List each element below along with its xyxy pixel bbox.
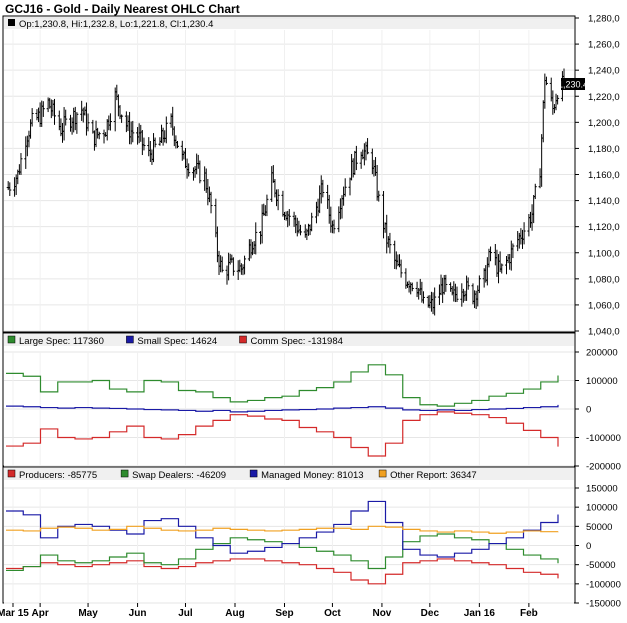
price-tick-label: 1,220,0 xyxy=(588,92,620,103)
price-legend-bar xyxy=(4,17,574,29)
cot-panel-2: Producers: -85775 Swap Dealers: -46209 Man… xyxy=(2,466,621,610)
price-panel: Op:1,230.8, Hi:1,232.8, Lo:1,221.8, Cl:1… xyxy=(2,14,620,338)
legend-swatch xyxy=(7,469,16,478)
price-tick-label: 1,180,0 xyxy=(588,144,620,155)
x-tick-label: Jan 16 xyxy=(464,608,496,619)
x-tick-label: Nov xyxy=(372,608,391,619)
cot-2-lines xyxy=(6,500,559,585)
chart-title: GCJ16 - Gold - Daily Nearest OHLC Chart xyxy=(5,2,240,16)
price-grid xyxy=(4,17,574,332)
cot-2-legend: Producers: -85775 Swap Dealers: -46209 Man… xyxy=(7,469,477,481)
cot-tick-label: 100000 xyxy=(586,376,618,387)
x-tick-label: Sep xyxy=(275,608,293,619)
price-legend-text: Op:1,230.8, Hi:1,232.8, Lo:1,221.8, Cl:1… xyxy=(19,19,213,30)
legend-swatch xyxy=(7,335,16,344)
price-tick-label: 1,120,0 xyxy=(588,222,620,233)
x-tick-label: Oct xyxy=(324,608,341,619)
price-y-axis: 1,040,0 1,060,0 1,080,0 1,100,0 1,120,0 1,140… xyxy=(575,14,620,338)
legend-label: Swap Dealers: -46209 xyxy=(132,470,226,481)
cot-tick-label: -200000 xyxy=(586,462,621,473)
price-tick-label: 1,260,0 xyxy=(588,40,620,51)
cot-tick-label: 0 xyxy=(586,405,591,416)
x-tick-label: May xyxy=(78,608,98,619)
legend-swatch xyxy=(120,469,129,478)
price-legend-swatch xyxy=(8,19,15,26)
cot-tick-label: -150000 xyxy=(586,599,621,610)
x-tick-label: Jul xyxy=(178,608,193,619)
price-tick-label: 1,080,0 xyxy=(588,274,620,285)
cot-1-lines xyxy=(6,364,559,457)
legend-label: Comm Spec: -131984 xyxy=(251,336,343,347)
x-tick-label: Aug xyxy=(225,608,244,619)
price-tick-label: 1,240,0 xyxy=(588,66,620,77)
x-tick-label: Mar 15 xyxy=(0,608,29,619)
x-tick-label: Apr xyxy=(32,608,49,619)
cot-tick-label: -100000 xyxy=(586,433,621,444)
x-tick-label: Jun xyxy=(129,608,147,619)
legend-swatch xyxy=(249,469,258,478)
price-tick-label: 1,200,0 xyxy=(588,118,620,129)
last-price-box xyxy=(561,78,585,90)
x-tick-label: Dec xyxy=(421,608,440,619)
cot-tick-label: 200000 xyxy=(586,348,618,359)
legend-label: Managed Money: 81013 xyxy=(261,470,363,481)
legend-label: Other Report: 36347 xyxy=(390,470,477,481)
price-tick-label: 1,040,0 xyxy=(588,327,620,338)
cot-series-line xyxy=(6,404,559,413)
cot-series-line xyxy=(6,558,559,585)
cot-tick-label: 150000 xyxy=(586,484,618,495)
legend-label: Small Spec: 14624 xyxy=(137,336,217,347)
cot-1-legend-bar xyxy=(4,334,574,346)
cot-series-line xyxy=(6,364,559,407)
price-tick-label: 1,160,0 xyxy=(588,170,620,181)
cot-series-line xyxy=(6,500,559,558)
cot-series-line xyxy=(6,411,559,457)
cot-series-line xyxy=(6,525,559,534)
cot-tick-label: 0 xyxy=(586,541,591,552)
x-tick-label: Feb xyxy=(520,608,538,619)
cot-1-y-axis: -200000 -100000 0 100000 200000 xyxy=(575,348,621,473)
cot-1-legend: Large Spec: 117360 Small Spec: 14624 Comm … xyxy=(7,335,343,347)
price-tick-label: 1,060,0 xyxy=(588,300,620,311)
legend-label: Large Spec: 117360 xyxy=(19,336,104,347)
price-tick-label: 1,280,0 xyxy=(588,14,620,25)
cot-tick-label: 50000 xyxy=(586,522,612,533)
cot-2-y-axis: -150000 -100000 -50000 0 50000 100000 150000 xyxy=(575,484,621,610)
legend-swatch xyxy=(126,335,134,344)
cot-tick-label: -100000 xyxy=(586,579,621,590)
price-tick-label: 1,100,0 xyxy=(588,248,620,259)
last-price-label: 1,230.4 xyxy=(558,80,588,90)
legend-swatch xyxy=(239,335,247,344)
cot-tick-label: -50000 xyxy=(586,560,616,571)
price-tick-label: 1,140,0 xyxy=(588,196,620,207)
price-bars xyxy=(6,68,566,316)
legend-swatch xyxy=(378,469,387,478)
cot-panel-2-frame xyxy=(2,466,576,604)
cot-tick-label: 100000 xyxy=(586,503,618,514)
cot-panel-1: Large Spec: 117360 Small Spec: 14624 Comm … xyxy=(2,332,621,473)
legend-label: Producers: -85775 xyxy=(19,470,97,481)
cot-2-legend-bar xyxy=(4,468,574,480)
x-axis: Mar 15 Apr May Jun Jul Aug Sep Oct Nov Dec Jan 16 F… xyxy=(0,603,538,619)
